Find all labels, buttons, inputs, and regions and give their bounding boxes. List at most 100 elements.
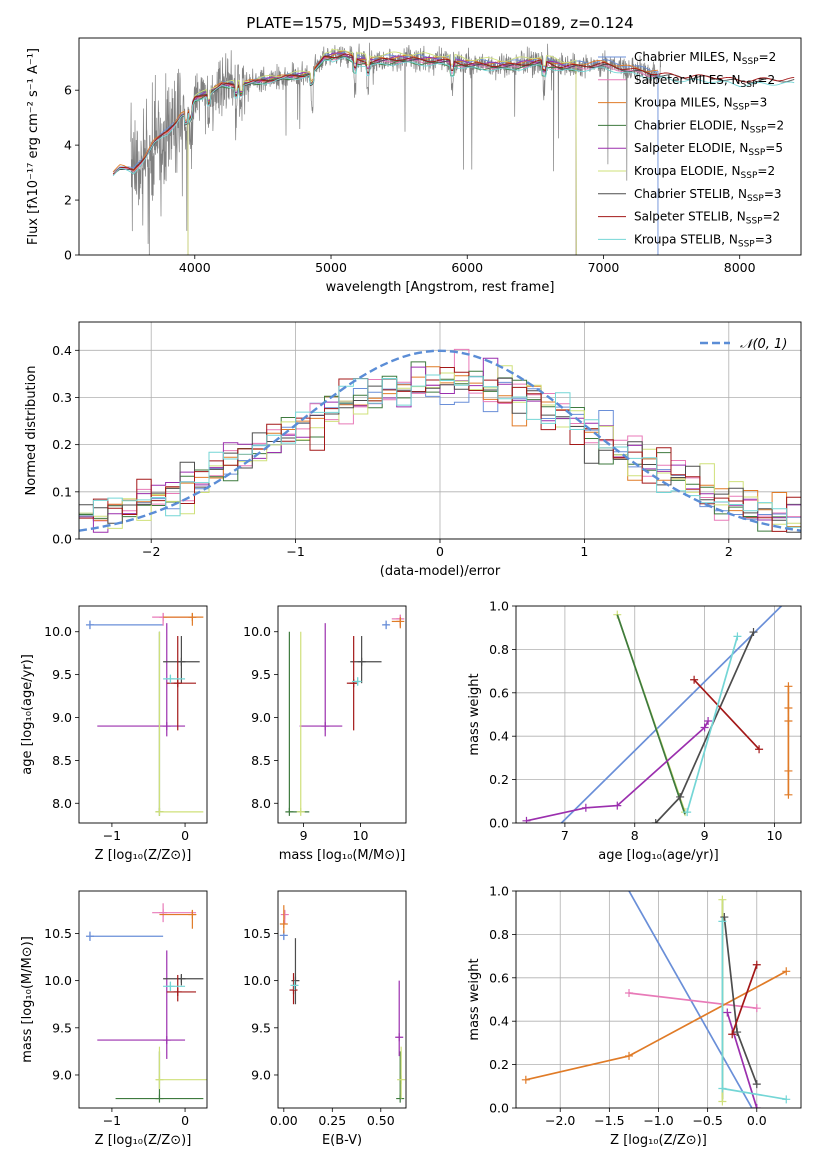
y-tick-label: 0.2: [489, 772, 509, 787]
weight-marker: [752, 960, 761, 969]
point-marker: [349, 679, 358, 688]
x-axis-label: Z [log₁₀(Z/Z⊙)]: [95, 1133, 192, 1148]
y-tick-label: 9.5: [52, 667, 72, 682]
errorbar-salpeter-miles: [152, 903, 197, 923]
weight-marker: [625, 1051, 634, 1060]
x-tick-label: 4000: [179, 260, 211, 275]
panel-age-vs-Z: −1 0 8.0 8.5 9.0 9.5 10.0 Z [log₁₀(Z/Z⊙)] age [l…: [20, 605, 208, 863]
x-axis-label: age [log₁₀(age/yr)]: [598, 848, 719, 863]
weight-marker: [752, 1004, 761, 1013]
weight-marker: [784, 717, 793, 726]
point-marker: [289, 986, 298, 995]
y-axis-label: Flux [fλ10⁻¹⁷ erg cm⁻² s⁻¹ A⁻¹]: [26, 48, 41, 245]
weight-marker: [718, 1084, 727, 1093]
y-tick-label: 0.6: [489, 970, 509, 985]
weight-line: [693, 679, 760, 750]
weight-marker: [613, 801, 622, 810]
y-tick-label: 9.5: [251, 667, 271, 682]
point-marker: [173, 679, 182, 688]
weights-kroupa-miles: [784, 682, 793, 799]
weight-line: [616, 614, 686, 815]
y-tick-label: 0.3: [52, 390, 72, 405]
weights-kroupa-stelib: [718, 917, 791, 1104]
weight-line: [723, 916, 758, 1085]
y-tick-label: 8.5: [52, 753, 72, 768]
plot-area: [285, 614, 405, 816]
weight-marker: [625, 988, 634, 997]
weight-marker: [782, 967, 791, 976]
y-axis-label: Normed distribution: [24, 366, 39, 496]
legend-entry: Kroupa STELIB, NSSP=3: [634, 232, 772, 249]
errorbar-kroupa-elodie: [155, 1046, 207, 1090]
errorbar-salpeter-elodie: [97, 623, 186, 737]
errorbar-kroupa-elodie: [296, 631, 305, 816]
errorbar-chabrier-stelib: [163, 974, 204, 986]
x-tick-label: 5000: [315, 260, 347, 275]
plot-area: [79, 322, 801, 539]
errorbar-kroupa-miles: [159, 909, 197, 929]
panel-spectrum: 4000 5000 6000 7000 8000 0 2 4 6 wavelength [Angs…: [26, 37, 802, 295]
point-marker: [177, 657, 186, 666]
axes-frame: [78, 605, 208, 824]
errorbar-kroupa-stelib: [351, 677, 362, 686]
point-marker: [291, 976, 300, 985]
y-axis-label: mass [log₁₀(M/M⊙)]: [20, 936, 35, 1063]
weight-marker: [755, 745, 764, 754]
legend-entry: Salpeter ELODIE, NSSP=5: [634, 141, 783, 158]
point-marker: [85, 620, 94, 629]
legend-entry: Chabrier STELIB, NSSP=3: [634, 187, 782, 204]
y-tick-label: 1.0: [489, 599, 509, 614]
y-tick-label: 10.5: [243, 926, 271, 941]
point-marker: [162, 1036, 171, 1045]
plot-area: [112, 42, 795, 255]
weight-line: [560, 606, 782, 823]
weight-marker: [700, 723, 709, 732]
plot-area: [85, 903, 207, 1103]
axes-frame: [78, 321, 802, 540]
point-marker: [279, 920, 288, 929]
legend: 𝒩(0, 1): [700, 337, 787, 352]
y-tick-label: 0.1: [52, 484, 72, 499]
point-marker: [395, 1033, 404, 1042]
weight-marker: [749, 628, 758, 637]
errorbar-chabrier-elodie: [396, 1051, 405, 1103]
panel-mass-vs-ebv: 0.00 0.25 0.50 9.0 9.5 10.0 10.5 E(B-V): [243, 890, 407, 1148]
x-tick-label: 0: [436, 544, 444, 559]
y-tick-label: 0.0: [52, 532, 72, 547]
panel-residuals: −2 −1 0 1 2 0.0 0.1 0.2 0.3 0.4 (data-model)/error…: [24, 321, 802, 579]
weight-marker: [718, 1097, 727, 1106]
point-marker: [177, 974, 186, 983]
errorbar-salpeter-miles: [152, 612, 197, 626]
x-tick-label: 10: [353, 828, 369, 843]
point-marker: [280, 910, 289, 919]
legend-entry: Kroupa ELODIE, NSSP=2: [634, 164, 775, 181]
point-marker: [155, 807, 164, 816]
x-tick-label: 9: [300, 828, 308, 843]
x-tick-label: −1: [286, 544, 304, 559]
y-tick-label: 9.0: [52, 1067, 72, 1082]
axes-frame: [277, 890, 407, 1109]
weight-marker: [723, 1008, 732, 1017]
weight-line: [525, 970, 787, 1081]
y-tick-label: 0.6: [489, 685, 509, 700]
x-tick-label: −2.0: [545, 1113, 575, 1128]
y-tick-label: 0.4: [489, 729, 509, 744]
weights-salpeter-stelib: [690, 675, 764, 754]
errorbar-chabrier-stelib: [291, 938, 300, 1005]
weight-marker: [521, 1075, 530, 1084]
x-tick-label: −1.0: [643, 1113, 673, 1128]
x-tick-label: 8000: [724, 260, 756, 275]
x-tick-label: 7000: [588, 260, 620, 275]
x-tick-label: 9: [701, 828, 709, 843]
y-tick-label: 0.8: [489, 642, 509, 657]
weight-line: [686, 636, 739, 813]
point-marker: [382, 620, 391, 629]
x-tick-label: 0.25: [318, 1113, 346, 1128]
model-salpeter-stelib: [112, 53, 795, 175]
figure-title: PLATE=1575, MJD=53493, FIBERID=0189, z=0…: [246, 14, 633, 32]
point-marker: [396, 1094, 405, 1103]
point-marker: [188, 613, 197, 622]
y-tick-label: 0.0: [489, 1101, 509, 1116]
panel-weight-vs-Z: −2.0 −1.5 −1.0 −0.5 0.0 0.0 0.2 0.4 0.6 0.8 1.0 Z […: [467, 884, 802, 1148]
